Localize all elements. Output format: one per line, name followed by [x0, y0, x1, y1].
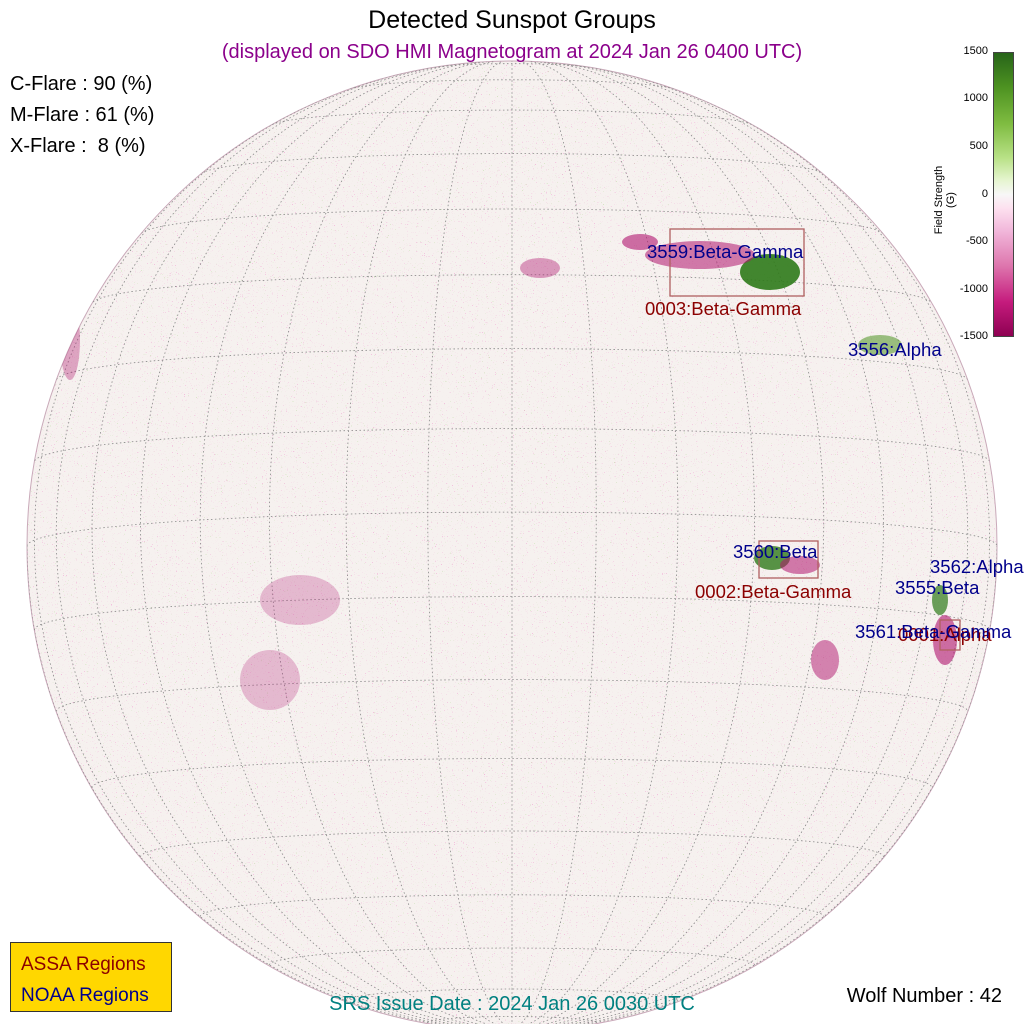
region-box-3560	[758, 540, 819, 579]
heliographic-grid	[27, 61, 997, 1024]
c-flare-probability: C-Flare : 90 (%)	[10, 73, 153, 95]
grid-line	[511, 63, 884, 1024]
grid-line	[92, 274, 932, 303]
assa-region-label: 0002:Beta-Gamma	[695, 581, 852, 602]
noaa-region-label: 3559:Beta-Gamma	[647, 241, 804, 262]
noaa-region-label: 3555:Beta	[895, 577, 980, 598]
assa-region-label: 0003:Beta-Gamma	[645, 298, 802, 319]
grid-line	[33, 94, 513, 1024]
legend-assa: ASSA Regions	[21, 954, 146, 975]
grid-line	[271, 109, 753, 125]
grid-line	[511, 545, 997, 1024]
noaa-region-label: 3560:Beta	[733, 541, 818, 562]
region-box-3561	[939, 619, 961, 651]
grid-line	[345, 61, 513, 1024]
field-strength-colorbar	[993, 52, 1014, 337]
region-box-3559	[669, 228, 805, 297]
grid-line	[349, 79, 675, 90]
grid-line	[55, 679, 969, 712]
colorbar-tick: 0	[981, 188, 988, 200]
grid-line	[140, 63, 513, 1024]
grid-line	[269, 947, 755, 966]
grid-line	[201, 153, 823, 174]
grid-line	[511, 69, 969, 1024]
colorbar-title: Field Strength (G)	[933, 165, 957, 235]
noaa-region-label: 3562:Alpha	[930, 556, 1024, 577]
region-legend: ASSA Regions NOAA Regions	[10, 942, 172, 1012]
colorbar-tick: -1000	[959, 283, 988, 295]
grid-line	[511, 61, 755, 1024]
wolf-number: Wolf Number : 42	[846, 985, 1002, 1007]
colorbar-tick: -1500	[959, 330, 988, 342]
grid-line	[269, 61, 513, 1024]
colorbar-tick: -500	[965, 235, 988, 247]
grid-line	[427, 61, 513, 1024]
grid-line	[55, 69, 513, 1024]
assa-region-label: 0001:Alpha	[898, 624, 992, 645]
noaa-region-label: 3561:Beta-Gamma	[855, 621, 1012, 642]
colorbar-tick: 1000	[963, 92, 988, 104]
grid-line	[511, 94, 991, 1024]
grid-line	[511, 61, 597, 1024]
grid-line	[27, 545, 513, 1024]
grid-line	[435, 63, 589, 68]
grid-line	[56, 348, 968, 380]
page-title: Detected Sunspot Groups	[368, 6, 656, 34]
legend-noaa: NOAA Regions	[21, 985, 149, 1006]
page-subtitle: (displayed on SDO HMI Magnetogram at 202…	[221, 41, 803, 63]
grid-line	[511, 61, 679, 1024]
srs-issue-date: SRS Issue Date : 2024 Jan 26 0030 UTC	[329, 993, 695, 1015]
x-flare-probability: X-Flare : 8 (%)	[10, 135, 146, 157]
m-flare-probability: M-Flare : 61 (%)	[10, 104, 155, 126]
colorbar-tick: 1500	[963, 45, 988, 57]
noaa-region-label: 3556:Alpha	[848, 339, 942, 360]
colorbar-tick: 500	[969, 140, 988, 152]
